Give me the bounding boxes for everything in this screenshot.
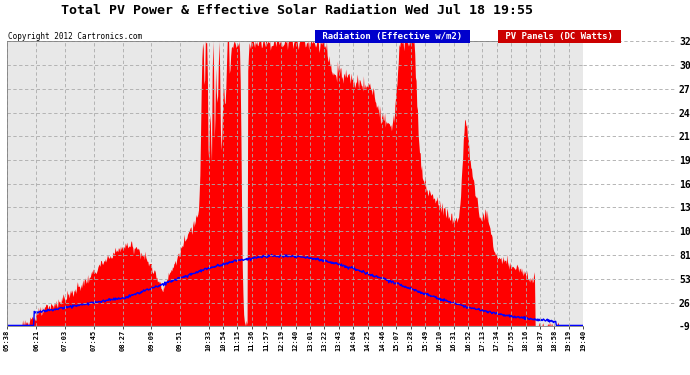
Text: Copyright 2012 Cartronics.com: Copyright 2012 Cartronics.com (8, 32, 142, 41)
Text: Radiation (Effective w/m2): Radiation (Effective w/m2) (317, 32, 468, 41)
Text: PV Panels (DC Watts): PV Panels (DC Watts) (500, 32, 618, 41)
Text: Total PV Power & Effective Solar Radiation Wed Jul 18 19:55: Total PV Power & Effective Solar Radiati… (61, 4, 533, 17)
